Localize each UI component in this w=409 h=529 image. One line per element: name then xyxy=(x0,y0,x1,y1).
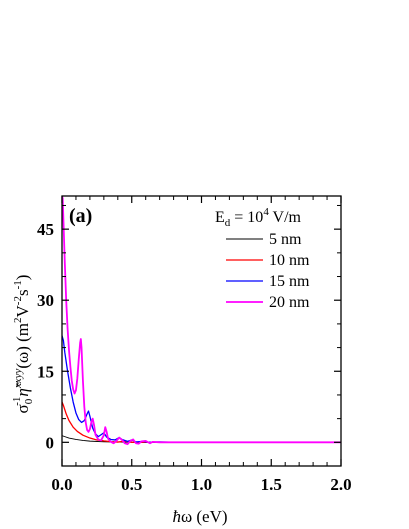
tick-labels-layer: 0.0 0.5 1.0 1.5 2.0 0 15 30 45 xyxy=(37,220,352,494)
x-tick-label: 2.0 xyxy=(330,475,351,494)
legend: 5 nm 10 nm 15 nm 20 nm xyxy=(226,231,310,311)
x-tick-label: 0.0 xyxy=(51,475,72,494)
y-tick-label: 45 xyxy=(37,220,54,239)
x-tick-label: 1.5 xyxy=(261,475,282,494)
x-axis-label: ħω (eV) xyxy=(172,507,227,526)
y-axis-label: σ0-1η̃xxyy(ω) (m2V-2s-1) xyxy=(11,275,35,414)
y-tick-label: 15 xyxy=(37,362,54,381)
legend-title: Ed = 104 V/m xyxy=(215,206,302,229)
x-tick-label: 0.5 xyxy=(121,475,142,494)
series-line-4 xyxy=(62,196,341,446)
legend-label: 10 nm xyxy=(269,252,310,269)
y-tick-label: 30 xyxy=(37,291,54,310)
legend-label: 15 nm xyxy=(269,273,310,290)
series-line-3 xyxy=(62,335,341,443)
ticks-layer xyxy=(61,196,342,467)
y-tick-label: 0 xyxy=(46,433,55,452)
panel-label: (a) xyxy=(69,205,92,227)
legend-label: 20 nm xyxy=(269,294,310,311)
series-layer xyxy=(62,196,341,446)
legend-label: 5 nm xyxy=(269,231,302,248)
x-tick-label: 1.0 xyxy=(191,475,212,494)
